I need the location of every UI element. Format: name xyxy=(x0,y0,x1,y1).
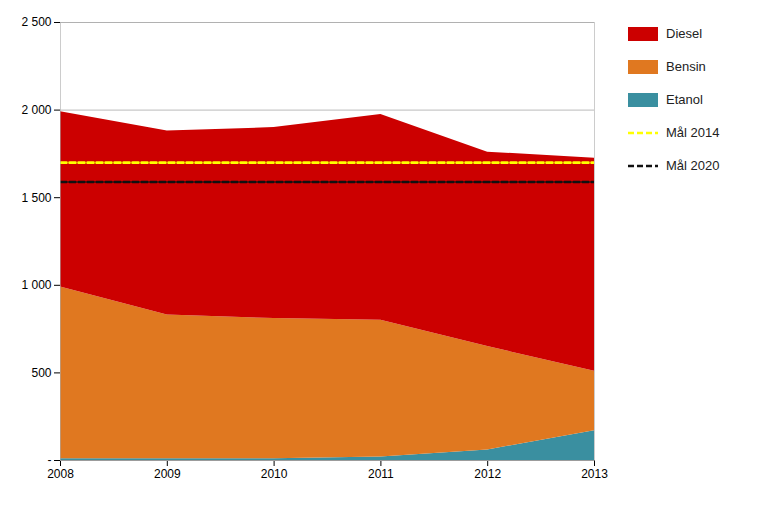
html-text:Bensin: Bensin xyxy=(666,59,706,74)
html-text:Etanol: Etanol xyxy=(666,92,703,107)
html-text:Mål 2020: Mål 2020 xyxy=(666,158,720,173)
svg-text:2011: 2011 xyxy=(368,467,394,481)
svg-text:2 500: 2 500 xyxy=(21,15,51,29)
svg-text:2010: 2010 xyxy=(261,467,288,481)
svg-text:2013: 2013 xyxy=(581,467,608,481)
svg-text:500: 500 xyxy=(31,366,51,380)
html-text:Mål 2014: Mål 2014 xyxy=(666,125,720,140)
svg-text:-: - xyxy=(48,453,52,467)
svg-text:1 500: 1 500 xyxy=(21,191,51,205)
svg-text:2 000: 2 000 xyxy=(21,103,51,117)
svg-text:2009: 2009 xyxy=(154,467,181,481)
html-text:Diesel: Diesel xyxy=(666,26,703,41)
svg-text:1 000: 1 000 xyxy=(21,278,51,292)
svg-text:2012: 2012 xyxy=(474,467,501,481)
svg-text:2008: 2008 xyxy=(47,467,74,481)
